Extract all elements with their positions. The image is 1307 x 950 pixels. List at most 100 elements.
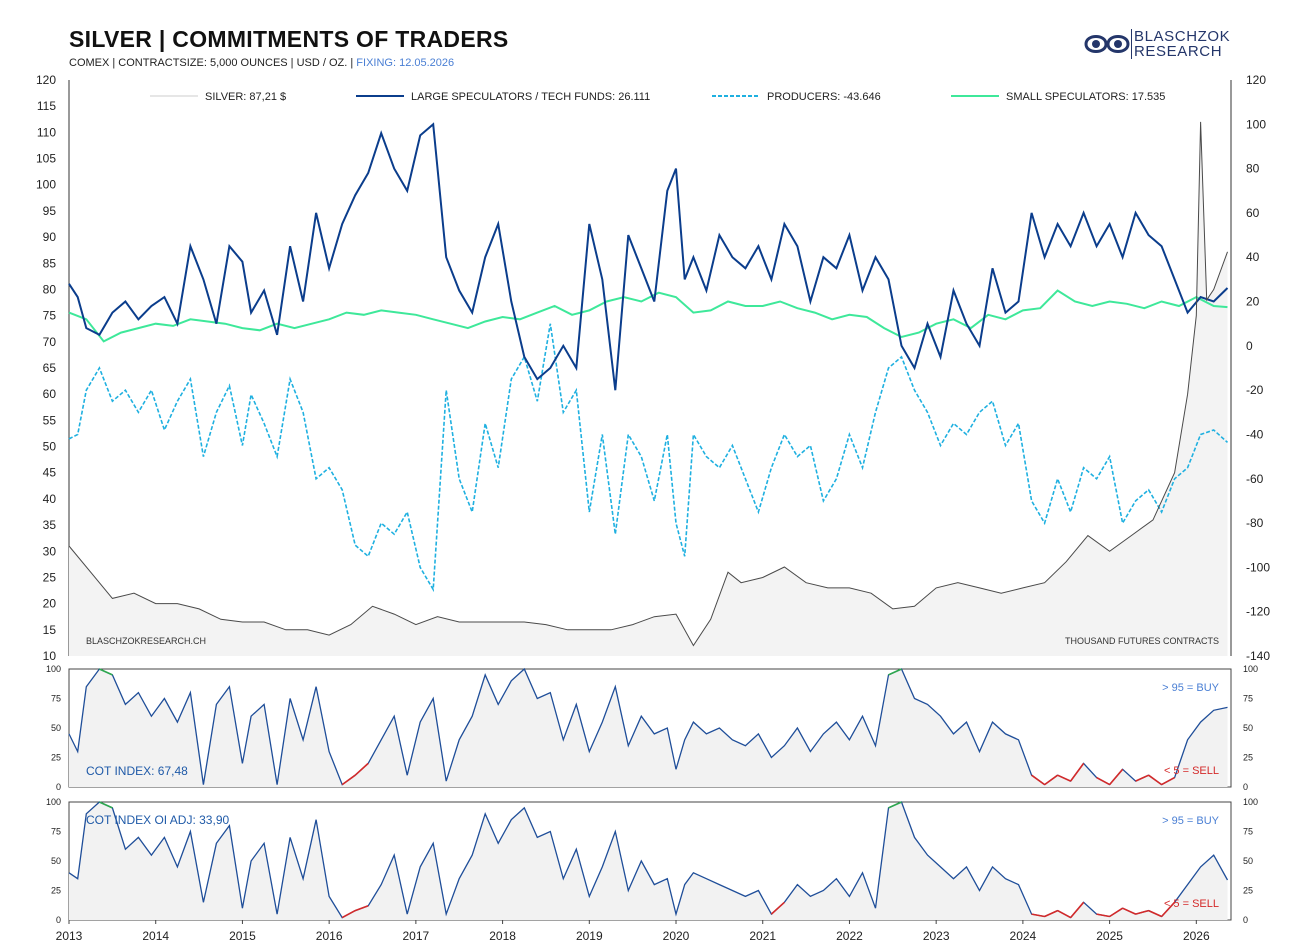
left-tick-label: 120 [36, 73, 56, 87]
cot-index-left-tick: 25 [51, 753, 61, 763]
left-tick-label: 40 [43, 492, 57, 506]
year-label: 2021 [749, 929, 776, 943]
legend-label: SMALL SPECULATORS: 17.535 [1006, 91, 1165, 103]
year-label: 2022 [836, 929, 863, 943]
cot-oi-signal-segment [99, 801, 113, 809]
right-tick-label: 60 [1246, 206, 1260, 220]
left-tick-label: 30 [43, 544, 57, 558]
cot-oi-signal-segment [1069, 901, 1085, 919]
fixing-date: FIXING: 12.05.2026 [356, 57, 455, 69]
logo-divider [1131, 29, 1132, 59]
left-tick-label: 95 [43, 204, 57, 218]
chart-subtitle: COMEX | CONTRACTSIZE: 5,000 OUNCES | USD… [69, 57, 454, 69]
x-axis: 2013 2014 2015 2016 2017 2018 2019 2020 2021 2022… [56, 920, 1210, 943]
year-label: 2024 [1010, 929, 1037, 943]
right-tick-label: 0 [1246, 339, 1253, 353]
legend-label: SILVER: 87,21 $ [205, 91, 286, 103]
cot-index-left-tick: 100 [46, 664, 61, 674]
cot-oi-signal-segment [1109, 907, 1124, 918]
year-label: 2025 [1096, 929, 1123, 943]
cot-oi-label: COT INDEX OI ADJ: 33,90 [86, 813, 229, 827]
left-tick-label: 60 [43, 387, 57, 401]
cot-oi-signal-segment [1031, 913, 1045, 918]
year-label: 2026 [1183, 929, 1210, 943]
left-tick-label: 105 [36, 152, 56, 166]
cot-oi-signal-segment [341, 909, 356, 919]
cot-index-signal-segment [888, 668, 902, 676]
cot-index-panel: 0 0 25 25 50 50 75 75 100 100 [46, 664, 1258, 792]
right-tick-label: 120 [1246, 73, 1266, 87]
cot-oi-left-tick: 100 [46, 797, 61, 807]
chart-title: SILVER | COMMITMENTS OF TRADERS [69, 26, 509, 52]
cot-oi-left-tick: 0 [56, 915, 61, 925]
cot-index-left-tick: 50 [51, 723, 61, 733]
cot-index-signal-segment [341, 774, 356, 786]
cot-index-signal-segment [1044, 774, 1059, 786]
right-tick-label: -140 [1246, 649, 1270, 663]
left-tick-label: 110 [37, 125, 56, 139]
cot-oi-signal-segment [1057, 909, 1071, 919]
cot-oi-signal-segment [1044, 909, 1058, 918]
cot-oi-left-tick: 25 [51, 886, 61, 896]
cot-oi-left-tick: 50 [51, 856, 61, 866]
cot-oi-right-tick: 25 [1243, 886, 1253, 896]
cot-oi-line [68, 801, 1229, 919]
cot-index-signal-segment [1108, 768, 1124, 786]
brand-logo: BLASCHZOK RESEARCH [1084, 26, 1244, 66]
left-tick-label: 80 [43, 282, 57, 296]
legend-label: PRODUCERS: -43.646 [767, 91, 881, 103]
silver-price-line [68, 121, 1228, 647]
left-tick-label: 20 [43, 597, 57, 611]
cot-index-right-tick: 25 [1243, 753, 1253, 763]
left-tick-label: 70 [43, 335, 57, 349]
legend: SILVER: 87,21 $ LARGE SPECULATORS / TECH … [150, 91, 1165, 103]
cot-oi-right-tick: 0 [1243, 915, 1248, 925]
right-tick-label: -100 [1246, 560, 1270, 574]
right-tick-label: 40 [1246, 250, 1260, 264]
cot-oi-signal-segment [1122, 907, 1136, 915]
left-tick-label: 10 [43, 649, 57, 663]
left-tick-label: 35 [43, 518, 57, 532]
cot-index-right-tick: 100 [1243, 664, 1258, 674]
cot-index-label: COT INDEX: 67,48 [86, 764, 188, 778]
right-tick-label: 20 [1246, 295, 1260, 309]
right-tick-label: 100 [1246, 117, 1266, 131]
right-tick-label: -120 [1246, 605, 1270, 619]
left-tick-label: 15 [43, 623, 57, 637]
cot-oi-signal-segment [1135, 909, 1149, 915]
left-tick-label: 45 [43, 466, 57, 480]
cot-index-right-tick: 0 [1243, 782, 1248, 792]
cot-oi-signal-segment [770, 901, 785, 915]
cot-oi-right-tick: 75 [1243, 827, 1253, 837]
silver-area [69, 121, 1228, 656]
cot-oi-right-tick: 50 [1243, 856, 1253, 866]
left-tick-label: 65 [43, 361, 57, 375]
year-label: 2017 [403, 929, 430, 943]
cot-oi-signal-segment [1148, 909, 1162, 918]
cot-index-right-tick: 50 [1243, 723, 1253, 733]
chart-annotations: BLASCHZOKRESEARCH.CH THOUSAND FUTURES CO… [86, 636, 1220, 910]
subtitle-text: COMEX | CONTRACTSIZE: 5,000 OUNCES | USD… [69, 57, 354, 69]
cot-index-line [68, 667, 1228, 786]
left-tick-label: 25 [43, 570, 57, 584]
cot-oi-signal-segment [1161, 901, 1176, 918]
year-label: 2016 [316, 929, 343, 943]
year-label: 2023 [923, 929, 950, 943]
cot-oi-signal-segment [354, 905, 369, 912]
year-label: 2014 [142, 929, 169, 943]
year-label: 2013 [56, 929, 83, 943]
cot-index-signal-segment [1161, 776, 1175, 786]
units-note: THOUSAND FUTURES CONTRACTS [1065, 636, 1219, 646]
cot-oi-area [69, 802, 1228, 920]
producers-line [68, 323, 1229, 593]
right-tick-label: -80 [1246, 516, 1264, 530]
year-label: 2020 [663, 929, 690, 943]
cot-index-area [69, 669, 1228, 787]
right-tick-label: -40 [1246, 427, 1264, 441]
cot-index-right-tick: 75 [1243, 694, 1253, 704]
website-note: BLASCHZOKRESEARCH.CH [86, 636, 206, 646]
legend-label: LARGE SPECULATORS / TECH FUNDS: 26.111 [411, 91, 650, 103]
large-speculators-line [68, 122, 1229, 391]
buy-threshold-label: > 95 = BUY [1162, 682, 1220, 694]
